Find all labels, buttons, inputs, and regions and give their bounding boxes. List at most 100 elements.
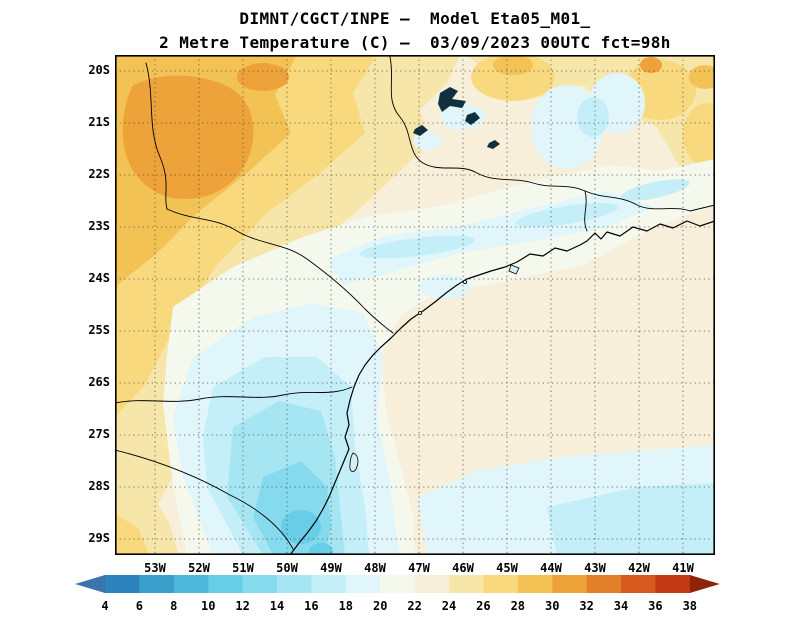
state-border	[389, 56, 715, 212]
colorbar-segment	[277, 575, 312, 593]
lon-tick-label: 53W	[144, 561, 166, 575]
lon-tick-label: 41W	[672, 561, 694, 575]
colorbar-tick-label: 4	[101, 599, 108, 613]
colorbar-tick-label: 6	[136, 599, 143, 613]
colorbar-segment	[380, 575, 416, 593]
temp-shape	[281, 510, 321, 544]
lat-tick-label: 21S	[88, 115, 110, 129]
temp-shape	[413, 132, 441, 150]
title-line-2: 2 Metre Temperature (C) – 03/09/2023 00U…	[159, 33, 671, 52]
temp-shape	[577, 97, 609, 137]
temp-shape	[359, 235, 475, 259]
lat-tick-label: 22S	[88, 167, 110, 181]
temperature-map	[115, 55, 715, 555]
colorbar-tick-label: 14	[270, 599, 284, 613]
colorbar-tick-label: 36	[648, 599, 662, 613]
colorbar-arrow-left	[75, 575, 105, 593]
colorbar-segment	[345, 575, 381, 593]
map-frame	[115, 55, 715, 555]
temp-shape	[683, 103, 715, 167]
lon-tick-label: 48W	[364, 561, 386, 575]
temp-shape	[309, 543, 333, 555]
reservoirs	[413, 87, 500, 149]
island	[462, 279, 467, 284]
lat-tick-label: 23S	[88, 219, 110, 233]
colorbar-tick-label: 32	[579, 599, 593, 613]
colorbar-tick-label: 10	[201, 599, 215, 613]
lon-tick-label: 44W	[540, 561, 562, 575]
colorbar-segment	[449, 575, 484, 593]
title-line-1: DIMNT/CGCT/INPE – Model Eta05_M01_	[239, 9, 591, 28]
colorbar-tick-label: 30	[545, 599, 559, 613]
island	[508, 264, 520, 275]
lat-tick-label: 20S	[88, 63, 110, 77]
reservoir-icon	[487, 140, 500, 149]
state-borders	[115, 56, 715, 550]
reservoir-icon	[413, 125, 428, 136]
state-border	[115, 386, 353, 404]
temp-shape	[115, 513, 149, 555]
colorbar-segment	[139, 575, 175, 593]
coastline-path	[289, 220, 715, 555]
colorbar-tick-label: 22	[407, 599, 421, 613]
state-border	[115, 449, 294, 550]
colorbar-segment	[105, 575, 140, 593]
colorbar-segment	[173, 575, 209, 593]
colorbar: 4 6 8 10 12 14 16 18 20 22 24 26 28 30 32 34 36 38	[75, 575, 720, 613]
colorbar-tick-label: 24	[442, 599, 456, 613]
lat-tick-label: 29S	[88, 531, 110, 545]
colorbar-segment	[655, 575, 691, 593]
colorbar-tick-label: 8	[170, 599, 177, 613]
colorbar-tick-label: 38	[683, 599, 697, 613]
colorbar-segment	[414, 575, 450, 593]
colorbar-segment	[552, 575, 588, 593]
coastline	[289, 220, 715, 555]
grid-lines	[115, 55, 715, 555]
field-level-10-12	[281, 510, 333, 555]
colorbar-segment	[517, 575, 553, 593]
state-border	[166, 208, 394, 334]
temp-shape	[493, 55, 533, 75]
temp-shape	[471, 55, 555, 101]
colorbar-tick-label: 12	[235, 599, 249, 613]
lon-tick-label: 51W	[232, 561, 254, 575]
lat-tick-label: 28S	[88, 479, 110, 493]
temp-shape	[237, 63, 289, 91]
lon-tick-label: 50W	[276, 561, 298, 575]
colorbar-tick-label: 34	[614, 599, 628, 613]
colorbar-segment	[242, 575, 278, 593]
island	[417, 310, 422, 315]
state-border	[584, 190, 588, 232]
colorbar-tick-label: 26	[476, 599, 490, 613]
temp-shape	[441, 104, 485, 130]
colorbar-arrow-right	[689, 575, 720, 593]
lat-tick-label: 25S	[88, 323, 110, 337]
colorbar-segment	[586, 575, 622, 593]
lon-tick-label: 42W	[628, 561, 650, 575]
reservoir-icon	[465, 112, 480, 125]
lon-tick-label: 52W	[188, 561, 210, 575]
lon-tick-label: 45W	[496, 561, 518, 575]
colorbar-tick-label: 28	[511, 599, 525, 613]
colorbar-segment	[621, 575, 656, 593]
lon-tick-label: 46W	[452, 561, 474, 575]
temp-shape	[640, 57, 662, 73]
temp-shape	[419, 275, 471, 299]
lon-tick-label: 43W	[584, 561, 606, 575]
lat-tick-label: 26S	[88, 375, 110, 389]
lon-tick-label: 47W	[408, 561, 430, 575]
lat-tick-label: 27S	[88, 427, 110, 441]
colorbar-tick-label: 16	[304, 599, 318, 613]
island	[349, 452, 359, 472]
temp-shape	[515, 202, 619, 228]
colorbar-tick-label: 18	[339, 599, 353, 613]
temp-shape	[547, 483, 715, 555]
colorbar-segment	[208, 575, 244, 593]
colorbar-segment	[483, 575, 519, 593]
colorbar-segment	[311, 575, 347, 593]
plot-header: DIMNT/CGCT/INPE – Model Eta05_M01_ 2 Met…	[15, 7, 800, 55]
lat-tick-label: 24S	[88, 271, 110, 285]
temp-shape	[620, 179, 690, 201]
colorbar-tick-label: 20	[373, 599, 387, 613]
reservoir-icon	[438, 87, 466, 112]
